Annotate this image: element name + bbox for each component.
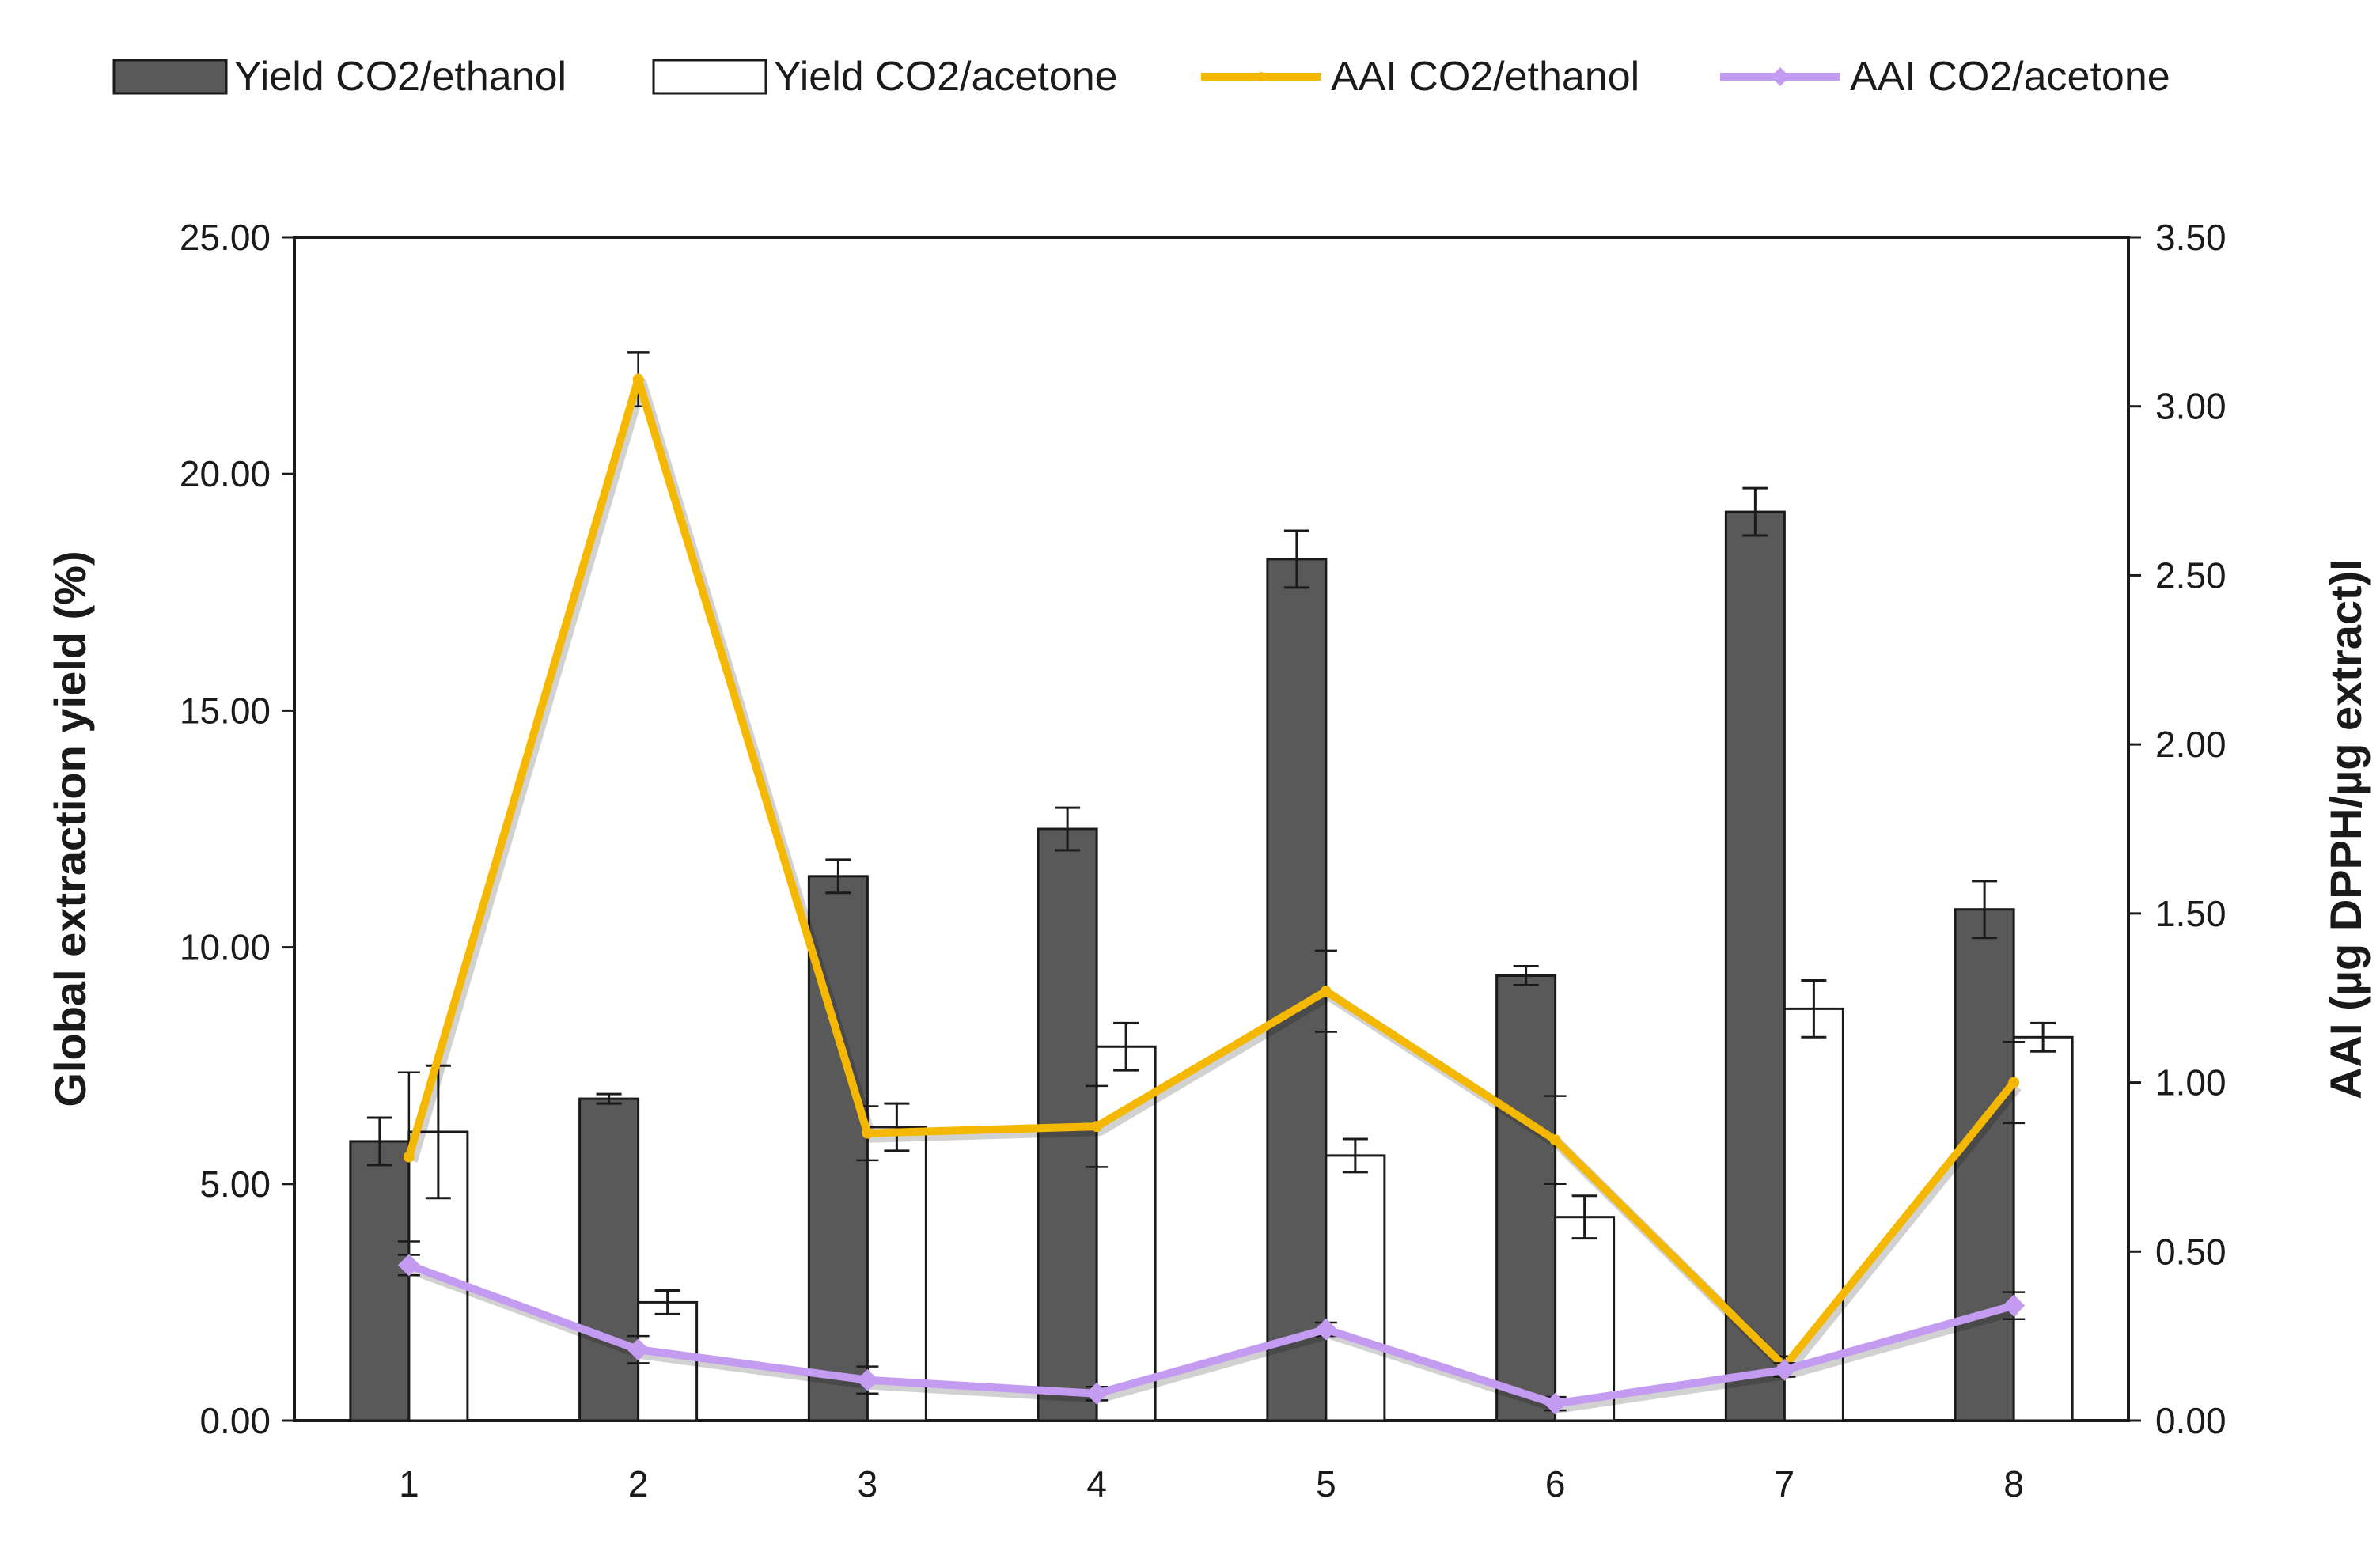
point-aai-ethanol: [1091, 1121, 1103, 1133]
right-tick-label: 3.00: [2155, 386, 2227, 427]
right-tick-label: 2.00: [2155, 724, 2227, 765]
point-aai-ethanol: [632, 373, 644, 385]
x-tick-label: 8: [2003, 1463, 2024, 1504]
left-tick-label: 10.00: [180, 927, 271, 968]
right-tick-label: 1.50: [2155, 893, 2227, 934]
left-axis-title: Global extraction yield (%): [45, 551, 95, 1107]
left-tick-label: 25.00: [180, 217, 271, 258]
legend-swatch-yield-ethanol: [112, 59, 228, 95]
legend-swatch-yield-acetone: [652, 59, 767, 95]
point-aai-ethanol: [862, 1127, 874, 1139]
bar-yield-acetone: [1325, 1154, 1386, 1422]
bar-yield-ethanol: [349, 1140, 411, 1422]
line-aai-ethanol: [405, 375, 2018, 1371]
bar-yield-ethanol: [578, 1097, 640, 1422]
x-axis: 1 2 3 4 5 6 7 8: [399, 1463, 2024, 1504]
x-tick-label: 6: [1545, 1463, 1566, 1504]
right-tick-label: 0.50: [2155, 1231, 2227, 1272]
x-tick-label: 4: [1086, 1463, 1107, 1504]
x-tick-label: 3: [858, 1463, 878, 1504]
bar-yield-acetone: [2012, 1035, 2074, 1422]
point-aai-acetone: [397, 1254, 420, 1277]
left-tick-label: 20.00: [180, 453, 271, 494]
right-tick-label: 0.00: [2155, 1400, 2227, 1441]
left-tick-label: 5.00: [199, 1164, 271, 1205]
bar-series-group: [349, 486, 2074, 1422]
right-tick-label: 3.50: [2155, 217, 2227, 258]
left-tick-label: 15.00: [180, 690, 271, 731]
line-aai-acetone: [407, 1261, 2015, 1408]
left-axis: 0.00 5.00 10.00 15.00 20.00 25.00: [180, 217, 294, 1441]
point-aai-acetone: [1314, 1318, 1337, 1341]
plot-area: [293, 236, 2130, 1422]
x-tick-label: 5: [1316, 1463, 1336, 1504]
bar-yield-acetone: [1554, 1216, 1616, 1422]
legend-marker-aai-acetone: [1771, 67, 1790, 86]
point-aai-acetone: [627, 1338, 650, 1361]
right-axis: 0.00 0.50 1.00 1.50 2.00 2.50 3.00 3.50: [2128, 217, 2227, 1441]
right-tick-label: 2.50: [2155, 554, 2227, 596]
x-tick-label: 1: [399, 1463, 419, 1504]
x-tick-label: 7: [1775, 1463, 1795, 1504]
point-aai-acetone: [2003, 1294, 2026, 1317]
line-series-group: [397, 351, 2026, 1415]
bar-yield-ethanol: [1724, 510, 1786, 1422]
left-tick-label: 0.00: [199, 1400, 271, 1441]
point-aai-acetone: [1086, 1382, 1109, 1405]
legend-label-yield-ethanol: Yield CO2/ethanol: [234, 54, 567, 100]
legend-marker-aai-ethanol: [1256, 72, 1266, 81]
point-aai-acetone: [1773, 1358, 1796, 1381]
legend-label-aai-ethanol: AAI CO2/ethanol: [1331, 54, 1639, 100]
point-aai-ethanol: [1320, 986, 1332, 997]
bar-yield-acetone: [866, 1126, 927, 1422]
legend: Yield CO2/ethanol Yield CO2/acetone AAI …: [112, 54, 2170, 100]
bar-yield-ethanol: [1954, 908, 2015, 1422]
point-aai-acetone: [1544, 1392, 1567, 1415]
right-axis-title: AAI (µg DPPH/µg extract)I: [2321, 558, 2371, 1099]
point-aai-ethanol: [2008, 1077, 2020, 1088]
point-aai-ethanol: [403, 1151, 415, 1163]
x-tick-label: 2: [628, 1463, 649, 1504]
right-tick-label: 1.00: [2155, 1062, 2227, 1103]
point-aai-ethanol: [1549, 1134, 1561, 1146]
legend-label-aai-acetone: AAI CO2/acetone: [1850, 54, 2170, 100]
point-aai-acetone: [856, 1368, 879, 1391]
legend-label-yield-acetone: Yield CO2/acetone: [774, 54, 1118, 100]
bar-yield-ethanol: [1266, 558, 1328, 1422]
bar-yield-ethanol: [1495, 974, 1557, 1422]
